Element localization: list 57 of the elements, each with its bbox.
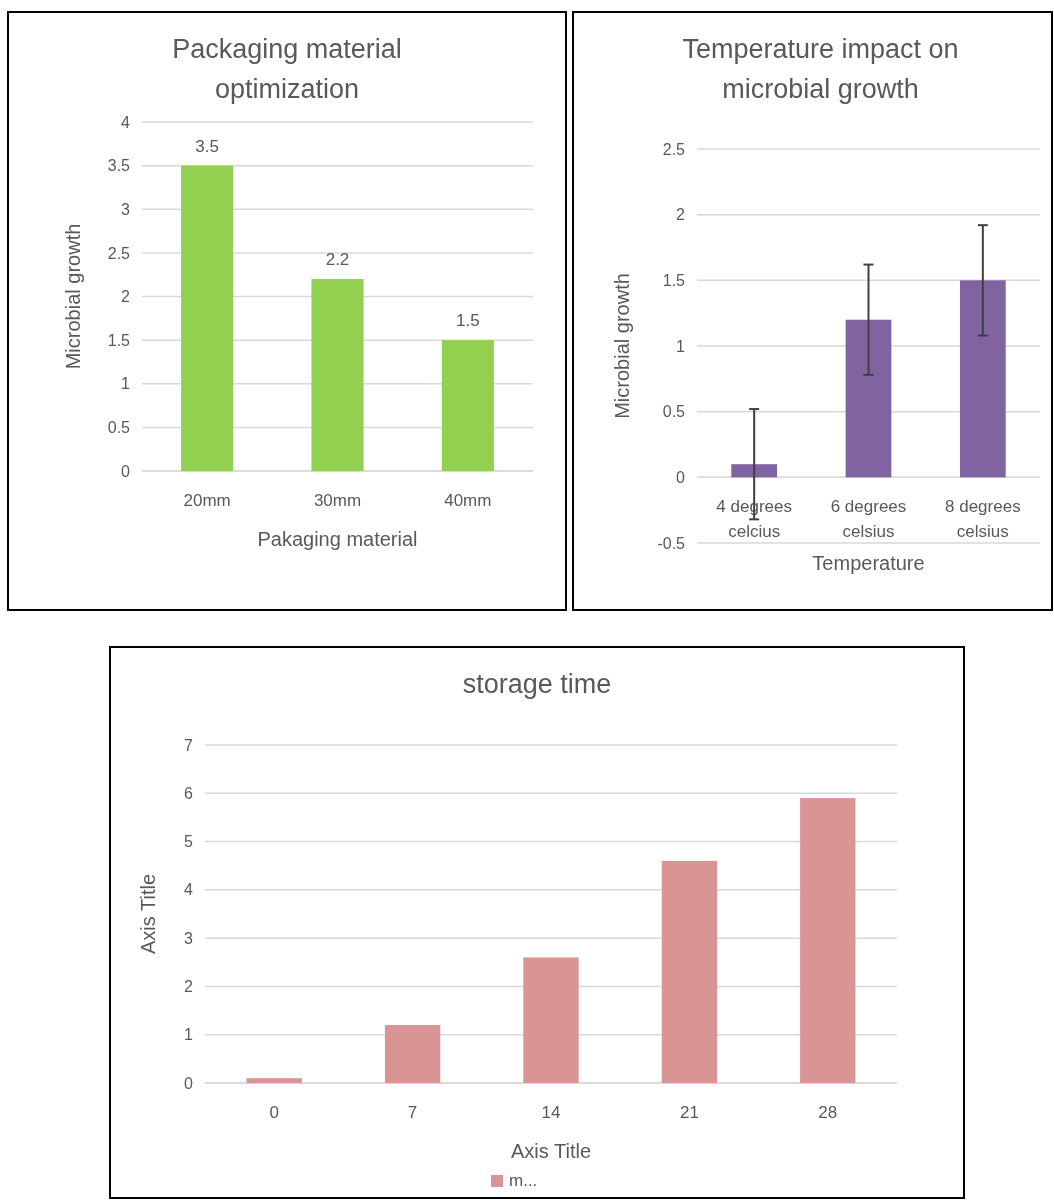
y-tick-label: 5 — [184, 833, 194, 851]
x-axis-title: Axis Title — [510, 1140, 592, 1162]
legend-label: m... — [509, 1171, 538, 1190]
x-axis-title: Temperature — [812, 552, 925, 575]
y-tick-label: 0.5 — [107, 418, 131, 436]
bar — [523, 957, 579, 1083]
y-tick-label: 0 — [676, 468, 686, 486]
x-tick-label: 0 — [269, 1103, 279, 1122]
x-tick-label: 14 — [541, 1103, 561, 1122]
x-tick-label: 40mm — [444, 491, 492, 510]
y-tick-label: 2 — [676, 206, 686, 224]
y-tick-label: 6 — [184, 784, 194, 802]
y-tick-label: 0 — [184, 1074, 194, 1092]
y-tick-label: 3.5 — [107, 157, 131, 175]
bar — [441, 340, 494, 471]
y-tick-label: 0.5 — [662, 403, 686, 421]
data-label: 1.5 — [456, 311, 480, 331]
y-tick-label: 7 — [184, 736, 194, 754]
y-tick-label: 1 — [184, 1026, 194, 1044]
y-tick-label: 3 — [184, 929, 194, 947]
y-tick-label: 1 — [121, 375, 131, 393]
bar — [731, 464, 778, 478]
x-tick-label: 28 — [818, 1103, 838, 1122]
bar — [246, 1078, 302, 1083]
y-axis-title: Microbial growth — [62, 223, 84, 370]
y-tick-label: 2 — [121, 288, 131, 306]
y-axis-title: Microbial growth — [611, 273, 633, 419]
y-tick-label: 4 — [184, 881, 194, 899]
y-tick-label: 1.5 — [662, 271, 686, 289]
y-tick-label: 1.5 — [107, 331, 131, 349]
y-tick-label: 3 — [121, 200, 131, 218]
y-tick-label: -0.5 — [657, 534, 686, 552]
y-tick-label: 0 — [121, 462, 131, 480]
chart-title: Temperature impact on microbial growth — [682, 34, 959, 104]
y-axis-title: Axis Title — [137, 873, 159, 955]
x-tick-label: 21 — [679, 1103, 699, 1122]
bar — [661, 860, 718, 1083]
chart-title: Packaging material optimization — [172, 34, 402, 104]
x-tick-label: 8 degrees celsius — [945, 497, 1021, 542]
x-axis-title: Pakaging material — [257, 528, 418, 550]
data-label: 2.2 — [325, 250, 350, 270]
y-tick-label: 2 — [184, 978, 194, 996]
bar — [845, 319, 892, 478]
bar — [181, 165, 234, 471]
y-tick-label: 2.5 — [107, 244, 131, 262]
bar — [800, 798, 856, 1083]
bar — [959, 280, 1006, 478]
x-tick-label: 20mm — [183, 491, 231, 510]
bar — [311, 279, 364, 471]
x-tick-label: 6 degrees celsius — [830, 497, 907, 542]
y-tick-label: 1 — [676, 337, 686, 355]
y-tick-label: 4 — [121, 113, 131, 131]
y-tick-label: 2.5 — [662, 140, 686, 158]
x-tick-label: 7 — [407, 1103, 418, 1122]
bar — [384, 1025, 441, 1083]
x-tick-label: 30mm — [313, 491, 362, 510]
chart-title: storage time — [462, 669, 612, 699]
